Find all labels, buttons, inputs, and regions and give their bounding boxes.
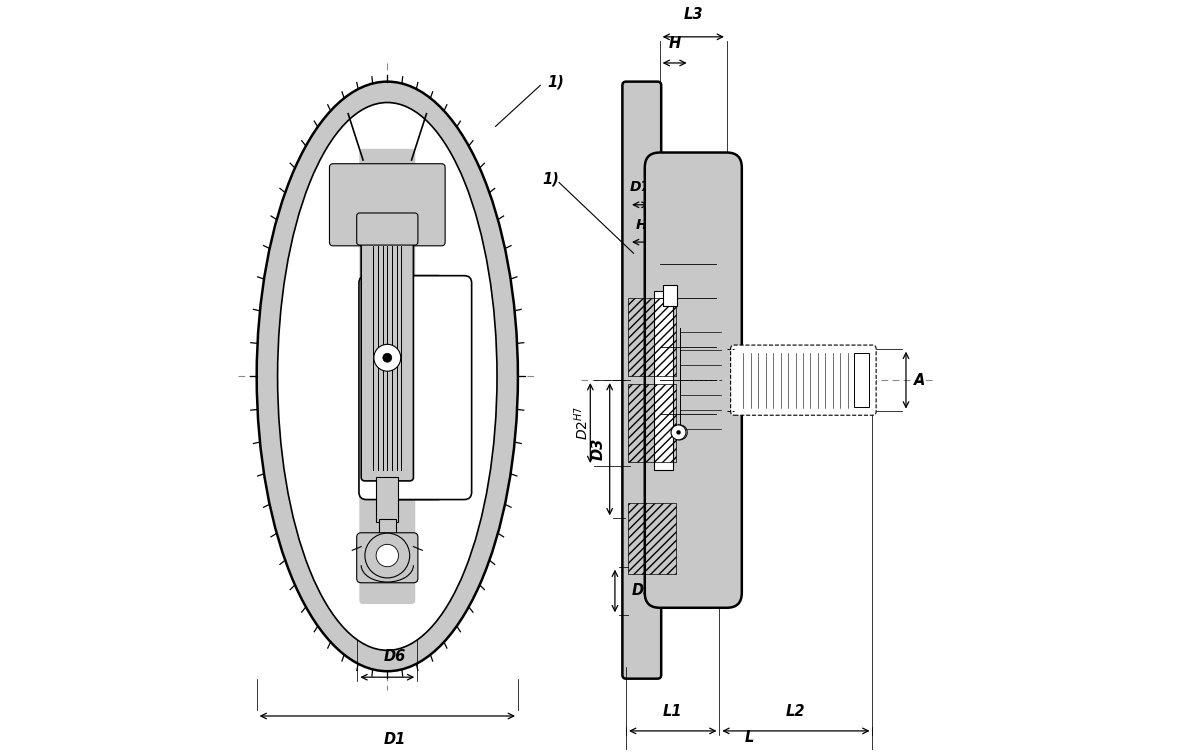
FancyBboxPatch shape — [623, 81, 661, 679]
FancyBboxPatch shape — [359, 149, 415, 604]
Bar — [376, 477, 398, 522]
FancyBboxPatch shape — [653, 179, 724, 581]
Circle shape — [671, 425, 686, 440]
Text: H2: H2 — [635, 218, 656, 231]
FancyBboxPatch shape — [356, 533, 418, 583]
Circle shape — [374, 345, 401, 371]
FancyBboxPatch shape — [359, 276, 445, 500]
FancyBboxPatch shape — [361, 234, 414, 481]
Circle shape — [365, 533, 409, 578]
Bar — [654, 290, 673, 470]
Bar — [628, 503, 676, 575]
FancyBboxPatch shape — [356, 213, 418, 245]
Bar — [664, 284, 677, 305]
Text: D5: D5 — [631, 584, 654, 599]
Bar — [853, 354, 869, 407]
Circle shape — [678, 430, 682, 434]
Text: L1: L1 — [664, 704, 683, 719]
Circle shape — [383, 354, 391, 362]
Bar — [379, 519, 396, 535]
Text: D6: D6 — [384, 648, 406, 664]
Circle shape — [677, 430, 680, 434]
FancyBboxPatch shape — [644, 152, 742, 608]
Ellipse shape — [277, 103, 497, 650]
Text: A: A — [913, 372, 925, 388]
Bar — [628, 298, 676, 376]
Circle shape — [376, 544, 398, 567]
Text: D7: D7 — [630, 180, 650, 195]
FancyBboxPatch shape — [731, 345, 876, 415]
Text: H: H — [668, 36, 680, 51]
Text: L3: L3 — [684, 7, 703, 22]
Circle shape — [672, 425, 688, 440]
Text: D1: D1 — [384, 732, 406, 747]
FancyBboxPatch shape — [386, 276, 472, 500]
FancyBboxPatch shape — [330, 164, 445, 246]
Bar — [628, 384, 676, 462]
Text: L: L — [744, 730, 754, 745]
Text: D3: D3 — [592, 438, 606, 460]
Text: L2: L2 — [786, 704, 805, 719]
Text: 1): 1) — [547, 74, 564, 89]
Ellipse shape — [257, 81, 518, 671]
Text: $D2^{H7}$: $D2^{H7}$ — [572, 406, 590, 440]
Text: 1): 1) — [542, 171, 559, 186]
